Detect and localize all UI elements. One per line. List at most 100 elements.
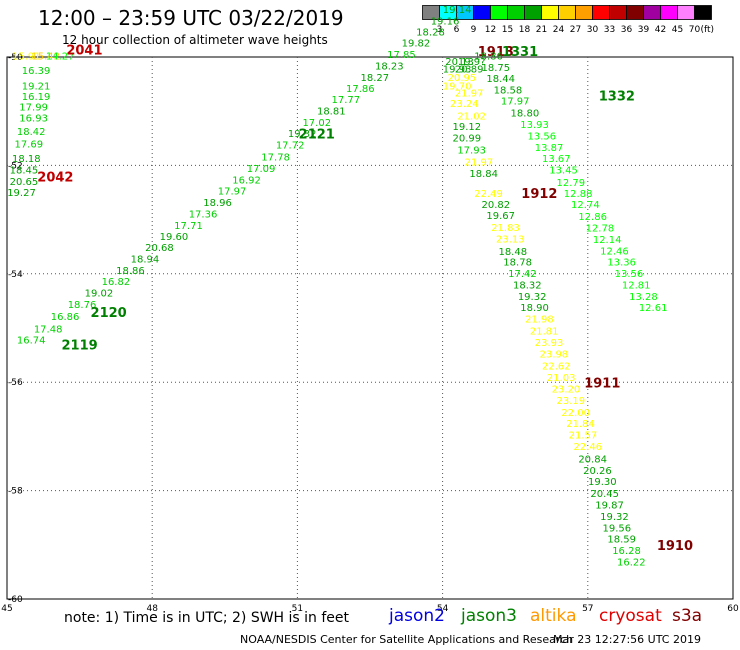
wave-height-value: 13.67 [542, 154, 571, 165]
pass-time-label: 1911 [584, 377, 620, 392]
wave-height-value: 18.84 [469, 169, 498, 180]
wave-height-value: 16.92 [232, 175, 261, 186]
wave-height-value: 17.78 [261, 153, 290, 164]
wave-height-value: 17.48 [34, 324, 63, 335]
footnote: note: 1) Time is in UTC; 2) SWH is in fe… [64, 610, 350, 626]
wave-height-value: 19.82 [402, 39, 431, 50]
wave-height-value: 17.09 [247, 164, 276, 175]
wave-height-value: 19.56 [603, 523, 632, 534]
wave-height-value: 18.96 [203, 198, 232, 209]
legend-tick-label: 3 [437, 25, 443, 35]
wave-height-value: 13.93 [520, 120, 549, 131]
wave-height-value: 23.13 [496, 234, 525, 245]
legend-tick-label: 33 [604, 25, 615, 35]
latitude-tick-label: -54 [8, 270, 23, 280]
wave-height-value: 19.16 [431, 16, 460, 27]
wave-height-value: 18.48 [498, 247, 527, 258]
map-subtitle: 12 hour collection of altimeter wave hei… [62, 33, 328, 47]
wave-height-value: 17.77 [331, 95, 360, 106]
pass-time-label: 1912 [521, 187, 557, 202]
wave-height-value: 16.19 [22, 92, 51, 103]
legend-tick-label: 36 [621, 25, 633, 35]
wave-height-value: 18.80 [511, 109, 540, 120]
wave-height-value: 19.14 [443, 5, 472, 16]
pass-time-label: 2120 [91, 306, 127, 321]
wave-height-value: 18.27 [361, 73, 390, 84]
pass-time-label: 1331 [502, 45, 538, 60]
wave-height-value: 19.67 [486, 211, 515, 222]
wave-height-value: 23.93 [535, 338, 564, 349]
wave-height-value: 19.12 [452, 122, 481, 133]
wave-height-value: 12.88 [564, 189, 593, 200]
wave-height-value: 13.45 [549, 166, 578, 177]
wave-height-value: 19.32 [288, 129, 317, 140]
latitude-tick-label: -60 [8, 595, 23, 605]
pass-time-label: 2121 [299, 127, 335, 142]
latitude-tick-label: -58 [8, 487, 23, 497]
wave-height-value: 18.78 [503, 258, 532, 269]
longitude-tick-label: 51 [292, 604, 303, 614]
legend-tick-label: 18 [519, 25, 531, 35]
legend-tick-label: 39 [638, 25, 650, 35]
timestamp: Mar 23 12:27:56 UTC 2019 [553, 633, 701, 646]
wave-height-value: 20.65 [10, 177, 39, 188]
wave-height-value: 20.95 [448, 73, 477, 84]
legend-unit: (ft) [700, 25, 714, 35]
wave-height-value: 18.59 [607, 535, 636, 546]
wave-height-value: 21.57 [569, 431, 598, 442]
wave-height-value: 19.93 [443, 65, 472, 76]
wave-height-value: 16.39 [22, 66, 51, 77]
wave-height-value: 19.30 [588, 477, 617, 488]
wave-height-value: 12.46 [600, 246, 629, 257]
wave-height-value: 12.79 [557, 178, 586, 189]
wave-height-value: 17.02 [302, 118, 331, 129]
wave-height-value: 20.26 [583, 466, 612, 477]
wave-height-value: 12.74 [571, 200, 600, 211]
wave-height-value: 17.97 [501, 97, 530, 108]
wave-height-value: 18.58 [494, 85, 523, 96]
wave-height-value: 18.42 [17, 127, 46, 138]
longitude-tick-label: 48 [146, 604, 158, 614]
pass-time-label: 2041 [66, 43, 102, 58]
wave-height-value: 23.19 [557, 396, 586, 407]
wave-height-value: 19.70 [443, 82, 472, 93]
legend-tick-label: 24 [553, 25, 565, 35]
wave-height-value: 13.56 [527, 131, 556, 142]
wave-height-value: 13.56 [615, 269, 644, 280]
wave-height-value: 12.78 [586, 224, 615, 235]
wave-height-value: 13.87 [535, 143, 564, 154]
wave-height-value: 12.86 [578, 212, 607, 223]
legend-tick-label: 9 [471, 25, 477, 35]
pass-time-label: 1913 [478, 45, 514, 60]
wave-height-value: 21.84 [566, 419, 595, 430]
wave-height-value: 17.72 [276, 141, 305, 152]
wave-height-value: 12.61 [639, 303, 668, 314]
legend-tick-label: 6 [454, 25, 460, 35]
wave-height-value: 17.97 [218, 187, 247, 198]
wave-height-value: 23.98 [540, 349, 569, 360]
latitude-tick-label: -56 [8, 378, 23, 388]
wave-height-value: 19.02 [85, 289, 114, 300]
wave-height-value: 19.21 [22, 82, 51, 93]
wave-height-value: 21.81 [530, 327, 559, 338]
longitude-tick-label: 57 [582, 604, 593, 614]
legend-tick-label: 12 [485, 25, 496, 35]
pass-time-label: 2042 [37, 171, 73, 186]
latitude-tick-label: -50 [8, 53, 23, 63]
satellite-cryosat: cryosat [599, 606, 662, 626]
wave-height-value: 19.27 [7, 188, 36, 199]
wave-height-value: 14.27 [46, 52, 75, 63]
satellite-s3a: s3a [672, 606, 703, 626]
longitude-tick-label: 60 [727, 604, 739, 614]
wave-height-value: 23.20 [552, 384, 581, 395]
wave-height-value: 23.24 [450, 99, 479, 110]
wave-height-value: 18.90 [520, 303, 549, 314]
wave-height-value: 17.99 [19, 103, 48, 114]
wave-height-value: 18.75 [482, 63, 511, 74]
wave-height-value: 15.91 [12, 52, 41, 63]
wave-height-value: 21.02 [457, 111, 486, 122]
wave-height-value: 18.32 [513, 280, 542, 291]
wave-height-value: 19.87 [595, 500, 624, 511]
wave-height-value: 19.32 [518, 292, 547, 303]
